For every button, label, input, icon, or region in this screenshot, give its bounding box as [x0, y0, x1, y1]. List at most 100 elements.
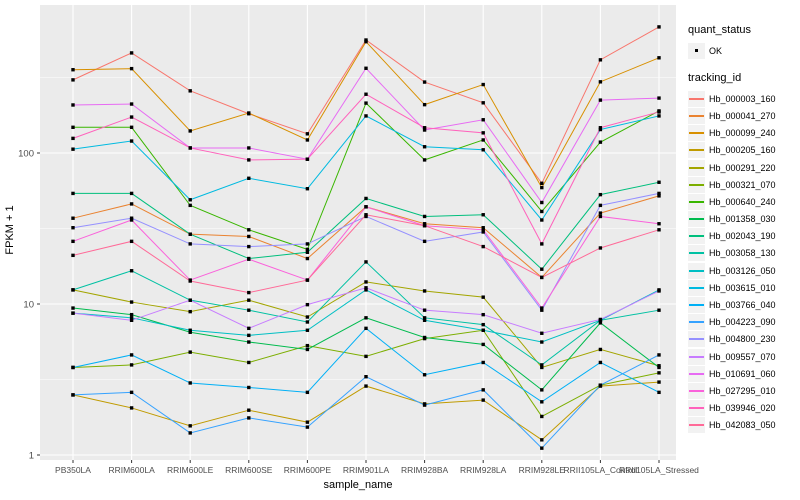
legend-item-Hb_002043_190: Hb_002043_190	[688, 228, 798, 245]
legend-color-line-icon	[689, 218, 704, 221]
legend-item-Hb_004223_090: Hb_004223_090	[688, 314, 798, 331]
legend-color-line-icon	[689, 166, 704, 169]
x-tick-label: PB350LA	[55, 465, 91, 475]
legend-item-label: Hb_003058_130	[709, 248, 776, 259]
legend-color-line-icon	[689, 304, 704, 307]
legend-item-label: Hb_001358_030	[709, 214, 776, 225]
legend-key-box	[688, 176, 705, 193]
legend-item-label: Hb_000003_160	[709, 93, 776, 104]
legend-key-box	[688, 365, 705, 382]
legend-item-label: Hb_003126_050	[709, 265, 776, 276]
minor-gridlines	[40, 77, 676, 380]
legend-item-Hb_004800_230: Hb_004800_230	[688, 331, 798, 348]
legend-item-label: Hb_000640_240	[709, 196, 776, 207]
legend-key-box	[688, 228, 705, 245]
x-tick-label: RRII105LA_Control	[564, 465, 638, 475]
legend-key-box	[688, 279, 705, 296]
legend-color-line-icon	[689, 424, 704, 427]
legend-item-label: Hb_000291_220	[709, 162, 776, 173]
legend-key-box	[688, 90, 705, 107]
legend-item-Hb_000321_070: Hb_000321_070	[688, 176, 798, 193]
legend-color-line-icon	[689, 372, 704, 375]
y-tick-label: 100	[18, 149, 34, 160]
legend-color-line-icon	[689, 114, 704, 117]
x-tick-label: RRIM901LA	[343, 465, 390, 475]
legend-item-label: OK	[709, 45, 723, 56]
legend-key-box	[688, 382, 705, 399]
legend-item-Hb_001358_030: Hb_001358_030	[688, 211, 798, 228]
legend-item-label: Hb_000099_240	[709, 128, 776, 139]
legend-color-line-icon	[689, 252, 704, 255]
legend-color-line-icon	[689, 132, 704, 135]
x-tick-label: RRIM928LE	[519, 465, 566, 475]
legend-color-line-icon	[689, 321, 704, 324]
y-tick-label: 1	[29, 451, 34, 462]
legend-key-box	[688, 314, 705, 331]
x-tick-label: RRIM600LA	[108, 465, 155, 475]
legend-key-box	[688, 193, 705, 210]
legend-key-box	[688, 142, 705, 159]
legend-item-Hb_003126_050: Hb_003126_050	[688, 262, 798, 279]
legend-key-box	[688, 42, 705, 59]
legend-color-line-icon	[689, 235, 704, 238]
legend-item-label: Hb_002043_190	[709, 231, 776, 242]
legend-tracking-id-title: tracking_id	[688, 72, 742, 85]
legend-color-line-icon	[689, 338, 704, 341]
legend-key-box	[688, 262, 705, 279]
y-tick-label: 10	[23, 300, 34, 311]
legend-item-Hb_039946_020: Hb_039946_020	[688, 400, 798, 417]
legend-key-box	[688, 331, 705, 348]
legend-color-line-icon	[689, 286, 704, 289]
legend-item-Hb_003766_040: Hb_003766_040	[688, 296, 798, 314]
x-tick-label: RRII105LA_Stressed	[619, 465, 699, 475]
legend-item-Hb_009557_070: Hb_009557_070	[688, 348, 798, 365]
x-tick-label: RRIM928LA	[460, 465, 507, 475]
legend-item-label: Hb_003615_010	[709, 282, 776, 293]
legend-item-ok: OK	[688, 42, 798, 59]
legend-item-label: Hb_009557_070	[709, 351, 776, 362]
legend-item-label: Hb_039946_020	[709, 403, 776, 414]
legend-color-line-icon	[689, 269, 704, 272]
legend-item-Hb_010691_060: Hb_010691_060	[688, 365, 798, 382]
legend-key-box	[688, 400, 705, 417]
axis-tick-marks	[37, 152, 660, 463]
legend-item-Hb_000003_160: Hb_000003_160	[688, 90, 798, 107]
x-tick-label: RRIM928BA	[401, 465, 449, 475]
legend-key-box	[688, 125, 705, 142]
legend-item-Hb_000099_240: Hb_000099_240	[688, 125, 798, 142]
legend-item-Hb_000640_240: Hb_000640_240	[688, 193, 798, 210]
legend: quant_status OK tracking_id Hb_000003_16…	[688, 24, 798, 434]
x-axis-title: sample_name	[323, 479, 393, 491]
legend-key-box	[688, 297, 705, 314]
legend-tracking-id-items: Hb_000003_160 Hb_000041_270 Hb_000099_240 H…	[688, 90, 798, 434]
legend-key-box	[688, 348, 705, 365]
legend-item-label: Hb_042083_050	[709, 420, 776, 431]
legend-color-line-icon	[689, 407, 704, 410]
legend-item-Hb_000291_220: Hb_000291_220	[688, 159, 798, 176]
legend-item-label: Hb_003766_040	[709, 300, 776, 311]
legend-key-box	[688, 159, 705, 176]
legend-item-Hb_003058_130: Hb_003058_130	[688, 245, 798, 262]
legend-item-label: Hb_004223_090	[709, 317, 776, 328]
legend-key-box	[688, 417, 705, 434]
legend-key-box	[688, 211, 705, 228]
legend-color-line-icon	[689, 389, 704, 392]
legend-item-label: Hb_010691_060	[709, 368, 776, 379]
legend-item-label: Hb_004800_230	[709, 334, 776, 345]
x-tick-label: RRIM600LE	[167, 465, 214, 475]
legend-color-line-icon	[689, 200, 704, 203]
legend-item-Hb_000205_160: Hb_000205_160	[688, 142, 798, 159]
point-marker-icon	[694, 48, 699, 53]
x-axis-tick-labels: PB350LA RRIM600LA RRIM600LE RRIM600SE RRIM60…	[55, 465, 699, 475]
legend-item-label: Hb_000321_070	[709, 179, 776, 190]
legend-key-box	[688, 245, 705, 262]
y-axis-tick-labels: 100 10 1	[18, 149, 34, 462]
legend-item-label: Hb_027295_010	[709, 385, 776, 396]
legend-color-line-icon	[689, 97, 704, 100]
legend-color-line-icon	[689, 183, 704, 186]
legend-item-Hb_042083_050: Hb_042083_050	[688, 417, 798, 434]
legend-item-label: Hb_000041_270	[709, 110, 776, 121]
legend-color-line-icon	[689, 149, 704, 152]
